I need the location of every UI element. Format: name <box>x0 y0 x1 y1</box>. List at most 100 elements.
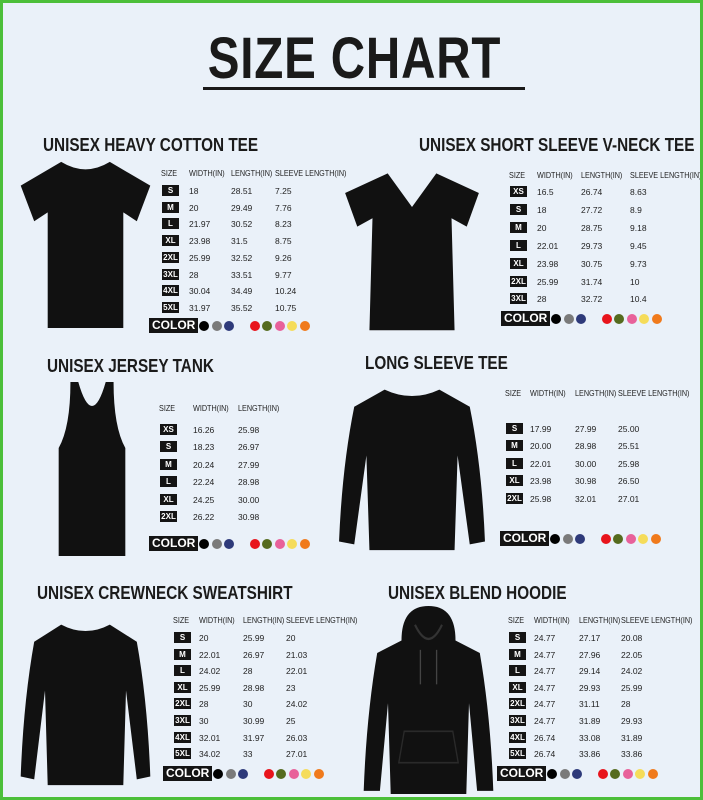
color-swatch <box>639 314 649 324</box>
vneck-tshirt-icon <box>336 165 488 333</box>
table-cell: 31.74 <box>581 276 603 287</box>
color-swatch <box>263 769 274 779</box>
table-cell: 24.77 <box>534 716 556 726</box>
table-cell: 8.23 <box>275 219 292 230</box>
table-cell: 32.01 <box>199 732 221 743</box>
table-cell: 29.93 <box>621 716 643 726</box>
hoodie-icon <box>361 606 496 794</box>
color-swatch <box>225 769 236 779</box>
table-cell: 28.75 <box>581 222 603 233</box>
color-swatch <box>288 769 299 779</box>
table-cell: 20.00 <box>530 441 552 452</box>
table-cell: 31.97 <box>189 302 211 313</box>
size-badge: M <box>509 648 526 660</box>
size-badge: 3XL <box>510 293 527 305</box>
color-swatch <box>301 769 311 779</box>
size-badge: 2XL <box>509 698 526 710</box>
table-cell: 29.49 <box>231 202 253 213</box>
table-cell: 30.75 <box>581 258 603 269</box>
table-cell: 26.50 <box>618 476 640 487</box>
column-header: WIDTH(IN) <box>530 388 566 398</box>
table-cell: 28 <box>199 699 209 710</box>
table-cell: 29.14 <box>579 666 601 677</box>
table-cell: 30.98 <box>575 476 597 487</box>
table-cell: 23.98 <box>530 476 552 487</box>
color-swatch <box>299 321 310 331</box>
table-cell: 22.01 <box>537 240 559 251</box>
page-title: SIZE CHART <box>207 26 502 91</box>
size-badge: 4XL <box>509 731 526 743</box>
table-cell: 32.52 <box>231 252 253 263</box>
size-badge: 5XL <box>162 301 179 313</box>
column-header: WIDTH(IN) <box>199 615 235 625</box>
size-badge: S <box>162 185 179 196</box>
table-cell: 27.99 <box>238 459 260 470</box>
table-cell: 23 <box>286 682 296 693</box>
table-cell: 25.98 <box>238 425 260 435</box>
tshirt-icon <box>18 153 153 331</box>
table-cell: 16.5 <box>537 187 554 197</box>
table-cell: 9.77 <box>275 269 292 280</box>
title-underline <box>203 87 525 90</box>
table-cell: 30.00 <box>238 494 260 505</box>
table-cell: 24.02 <box>199 666 221 677</box>
table-cell: 18 <box>537 204 547 215</box>
table-cell: 26.03 <box>286 732 308 743</box>
table-cell: 25.98 <box>530 493 552 504</box>
table-cell: 28 <box>189 269 199 280</box>
color-swatch <box>622 769 633 779</box>
table-cell: 9.18 <box>630 222 647 233</box>
size-badge: 4XL <box>174 731 191 743</box>
table-cell: 25.51 <box>618 441 640 452</box>
size-badge: S <box>506 423 523 434</box>
size-badge: 3XL <box>162 268 179 280</box>
table-cell: 25.99 <box>189 252 211 263</box>
column-header: SLEEVE LENGTH(IN) <box>286 615 358 625</box>
column-header: WIDTH(IN) <box>193 403 229 413</box>
table-cell: 27.17 <box>579 633 601 643</box>
color-label: COLOR <box>501 311 551 326</box>
column-header: LENGTH(IN) <box>579 615 621 625</box>
table-cell: 30.99 <box>243 716 265 726</box>
size-badge: XL <box>162 235 179 247</box>
color-swatch <box>572 769 582 779</box>
size-badge: 5XL <box>174 748 191 760</box>
color-swatch <box>287 321 297 331</box>
size-badge: XL <box>506 475 523 487</box>
column-header: LENGTH(IN) <box>238 403 280 413</box>
table-cell: 25.98 <box>618 458 640 469</box>
column-header: LENGTH(IN) <box>581 170 623 180</box>
color-swatch <box>238 769 248 779</box>
table-cell: 20.08 <box>621 633 643 643</box>
size-badge: XL <box>510 257 527 269</box>
table-cell: 26.97 <box>243 649 265 660</box>
color-swatch <box>249 539 260 549</box>
table-cell: 26.74 <box>534 732 556 743</box>
table-cell: 34.02 <box>199 749 221 760</box>
size-badge: 2XL <box>174 698 191 710</box>
table-cell: 9.26 <box>275 252 292 263</box>
size-badge: M <box>506 440 523 452</box>
table-cell: 24.25 <box>193 494 215 505</box>
table-cell: 8.63 <box>630 187 647 197</box>
color-swatch <box>625 534 636 544</box>
table-cell: 29.93 <box>579 682 601 693</box>
table-cell: 25.99 <box>199 682 221 693</box>
color-swatch <box>249 321 260 331</box>
table-cell: 22.01 <box>199 649 221 660</box>
size-badge: S <box>174 632 191 643</box>
color-swatch <box>262 539 272 549</box>
color-swatch <box>299 539 310 549</box>
section-title: UNISEX SHORT SLEEVE V-NECK TEE <box>419 135 695 155</box>
table-cell: 16.26 <box>193 425 215 435</box>
color-swatch <box>550 534 560 544</box>
size-badge: S <box>510 203 527 215</box>
table-cell: 10.24 <box>275 286 297 297</box>
color-swatch <box>563 314 574 324</box>
table-cell: 33 <box>243 749 253 760</box>
table-cell: 28 <box>537 294 547 305</box>
table-cell: 33.51 <box>231 269 253 280</box>
table-cell: 24.02 <box>621 666 643 677</box>
table-cell: 9.45 <box>630 240 647 251</box>
